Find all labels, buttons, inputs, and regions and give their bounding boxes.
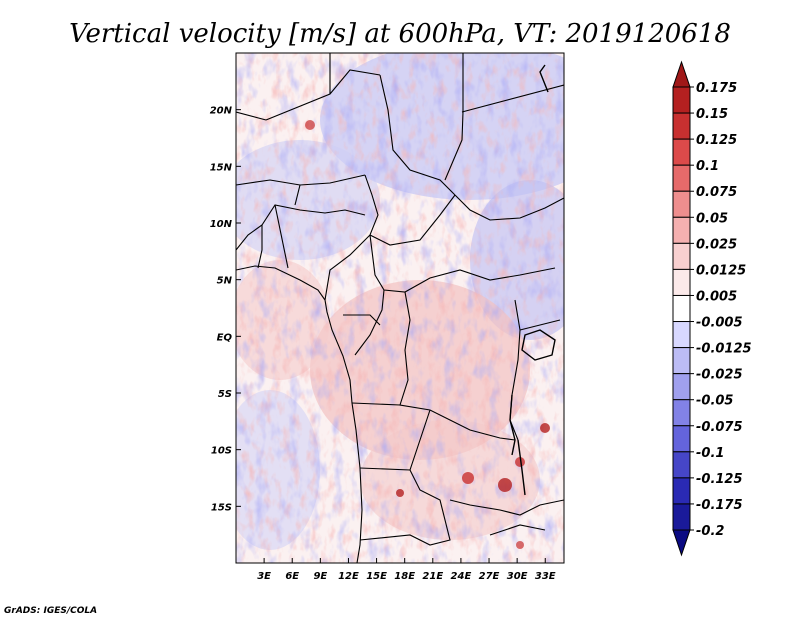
lon-tick-label: 24E bbox=[451, 571, 472, 582]
lon-tick-label: 30E bbox=[507, 571, 528, 582]
colorbar-label: 0.1 bbox=[696, 159, 719, 174]
colorbar-label: -0.2 bbox=[696, 524, 724, 539]
lat-tick-label: 20N bbox=[210, 106, 233, 117]
country-borders bbox=[236, 53, 564, 563]
colorbar-label: 0.005 bbox=[696, 289, 737, 304]
colorbar-swatch bbox=[672, 86, 691, 114]
strong-updraft-cell bbox=[305, 120, 315, 130]
colorbar-label: -0.1 bbox=[696, 446, 724, 461]
colorbar-label: 0.025 bbox=[696, 237, 737, 252]
longitude-axis: 3E 6E 9E 12E 15E 18E 21E 24E 27E 30E 33E bbox=[257, 558, 556, 582]
colorbar-swatch bbox=[672, 242, 691, 270]
colorbar-swatch bbox=[672, 477, 691, 505]
colorbar-bottom-arrow bbox=[672, 529, 691, 557]
colorbar-label: -0.125 bbox=[696, 472, 743, 487]
colorbar-label: -0.05 bbox=[696, 394, 733, 409]
colorbar-swatch bbox=[672, 425, 691, 453]
colorbar-label: -0.0125 bbox=[696, 342, 752, 357]
strong-updraft-cell bbox=[498, 478, 512, 492]
strong-updraft-cell bbox=[540, 423, 550, 433]
lon-tick-label: 15E bbox=[366, 571, 387, 582]
lat-tick-label: 5S bbox=[218, 389, 232, 400]
lon-tick-label: 21E bbox=[422, 571, 443, 582]
colorbar-label: -0.025 bbox=[696, 368, 743, 383]
colorbar-swatch bbox=[672, 138, 691, 166]
colorbar-swatch bbox=[672, 216, 691, 244]
map-panel bbox=[236, 53, 564, 563]
downdraft-texture bbox=[236, 53, 564, 563]
colorbar-swatch bbox=[672, 347, 691, 375]
lat-tick-label: 10N bbox=[210, 219, 233, 230]
lat-tick-label: 15S bbox=[211, 502, 232, 513]
grads-credit: GrADS: IGES/COLA bbox=[4, 606, 97, 616]
lon-tick-label: 27E bbox=[479, 571, 500, 582]
latitude-axis: 20N 15N 10N 5N EQ 5S 10S 15S bbox=[210, 106, 241, 513]
lat-tick-label: 5N bbox=[217, 276, 233, 287]
colorbar-label: 0.125 bbox=[696, 133, 737, 148]
colorbar-swatch bbox=[672, 373, 691, 401]
map-title: Vertical velocity [m/s] at 600hPa, VT: 2… bbox=[69, 19, 731, 49]
lon-tick-label: 6E bbox=[285, 571, 299, 582]
colorbar-swatch bbox=[672, 294, 691, 323]
colorbar-swatch bbox=[672, 399, 691, 427]
strong-updraft-cell bbox=[462, 472, 474, 484]
colorbar-label: 0.0125 bbox=[696, 263, 746, 278]
colorbar-swatch bbox=[672, 451, 691, 479]
lat-tick-label: 10S bbox=[211, 446, 232, 457]
colorbar: 0.175 0.15 0.125 0.1 0.075 0.05 0.025 0.0125 0.0… bbox=[672, 60, 752, 557]
lon-tick-label: 3E bbox=[257, 571, 271, 582]
strong-updraft-cell bbox=[515, 457, 525, 467]
colorbar-label: -0.075 bbox=[696, 420, 743, 435]
lat-tick-label: EQ bbox=[217, 332, 233, 343]
colorbar-swatch bbox=[672, 321, 691, 349]
colorbar-swatch bbox=[672, 112, 691, 140]
strong-updraft-cell bbox=[396, 489, 404, 497]
lon-tick-label: 9E bbox=[313, 571, 327, 582]
colorbar-swatch bbox=[672, 503, 691, 531]
strong-updraft-cell bbox=[516, 541, 524, 549]
lon-tick-label: 12E bbox=[338, 571, 359, 582]
colorbar-label: 0.175 bbox=[696, 81, 737, 96]
colorbar-label: -0.175 bbox=[696, 498, 743, 513]
lat-tick-label: 15N bbox=[210, 162, 233, 173]
colorbar-label: 0.075 bbox=[696, 185, 737, 200]
colorbar-swatch bbox=[672, 190, 691, 218]
lon-tick-label: 33E bbox=[535, 571, 556, 582]
colorbar-top-arrow bbox=[672, 60, 691, 88]
colorbar-swatch bbox=[672, 164, 691, 192]
great-lakes bbox=[509, 64, 556, 496]
colorbar-label: -0.005 bbox=[696, 316, 743, 331]
colorbar-label: 0.05 bbox=[696, 211, 728, 226]
colorbar-label: 0.15 bbox=[696, 107, 728, 122]
lon-tick-label: 18E bbox=[394, 571, 415, 582]
colorbar-swatch bbox=[672, 268, 691, 296]
map-frame bbox=[235, 52, 565, 564]
